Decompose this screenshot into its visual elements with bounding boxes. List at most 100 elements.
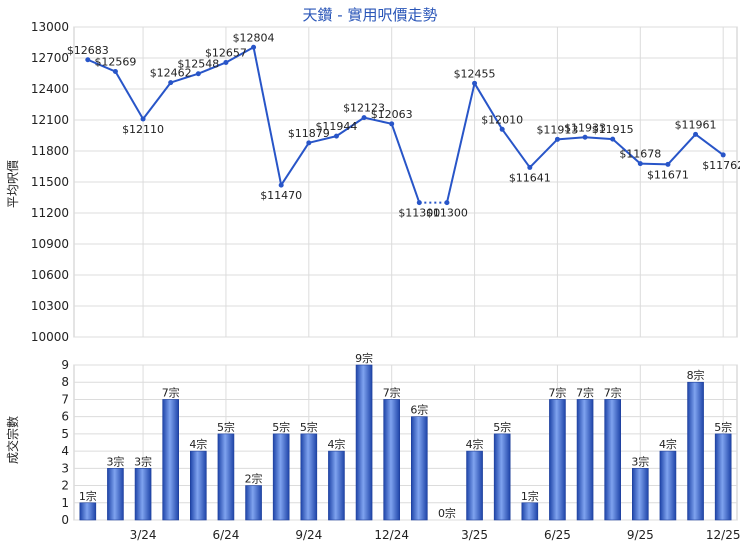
- bar: [217, 433, 235, 521]
- line-y-tick-label: 11500: [31, 175, 69, 189]
- bar-y-tick-label: 9: [61, 358, 69, 372]
- x-tick-label: 3/24: [130, 528, 157, 542]
- line-point: [333, 133, 339, 139]
- line-point: [168, 80, 174, 86]
- line-point: [195, 71, 201, 77]
- line-segment: [473, 82, 504, 130]
- bar: [632, 468, 649, 521]
- line-segment: [225, 46, 255, 64]
- line-data-label: $12683: [67, 44, 109, 57]
- line-data-label: $11944: [315, 120, 357, 133]
- line-point: [499, 126, 505, 132]
- bar-data-label: 4宗: [659, 437, 677, 451]
- line-point: [85, 57, 91, 63]
- line-point: [444, 200, 450, 206]
- bar-data-label: 7宗: [604, 385, 622, 399]
- bar-data-label: 5宗: [714, 420, 732, 434]
- line-segment: [87, 58, 116, 73]
- line-y-tick-label: 12700: [31, 51, 69, 65]
- line-point: [389, 121, 395, 127]
- line-point: [361, 115, 367, 121]
- line-segment: [640, 162, 668, 166]
- bar-data-label: 4宗: [466, 437, 484, 451]
- line-data-label: $12123: [343, 102, 385, 115]
- bar-data-label: 9宗: [355, 351, 373, 365]
- bar-y-tick-label: 6: [61, 410, 69, 424]
- x-tick-label: 6/25: [544, 528, 571, 542]
- bar: [576, 399, 594, 521]
- grid-layer: [73, 26, 738, 521]
- bar: [272, 433, 290, 521]
- bar: [300, 433, 318, 521]
- bar: [687, 381, 704, 521]
- line-data-label: $12110: [122, 123, 164, 136]
- line-point: [693, 131, 699, 137]
- bar: [466, 450, 483, 521]
- bar-data-label: 3宗: [106, 454, 124, 468]
- bar-data-label: 5宗: [217, 420, 235, 434]
- line-point: [665, 161, 671, 167]
- line-data-label: $11961: [675, 118, 717, 131]
- bar-y-tick-label: 7: [61, 392, 69, 406]
- line-y-tick-label: 12100: [31, 113, 69, 127]
- line-y-tick-label: 10300: [31, 299, 69, 313]
- marks-layer: [79, 44, 732, 521]
- line-point: [223, 59, 229, 65]
- bar: [79, 502, 97, 521]
- line-segment: [667, 133, 697, 166]
- line-segment: [694, 133, 724, 156]
- bar-y-tick-label: 5: [61, 427, 69, 441]
- line-segment: [142, 81, 172, 120]
- line-segment: [308, 135, 337, 144]
- bar-data-label: 3宗: [631, 454, 649, 468]
- line-data-label: $12010: [481, 113, 523, 126]
- bar: [190, 450, 207, 521]
- bar-data-label: 7宗: [162, 385, 180, 399]
- line-data-label: $12455: [454, 67, 496, 80]
- bar-data-label: 7宗: [576, 385, 594, 399]
- bar: [411, 416, 428, 521]
- line-point: [582, 134, 588, 140]
- line-data-label: $12548: [177, 58, 219, 71]
- x-tick-label: 12/24: [374, 528, 409, 542]
- bar-data-label: 3宗: [134, 454, 152, 468]
- line-segment: [197, 61, 227, 75]
- line-y-tick-label: 13000: [31, 20, 69, 34]
- line-data-label: $12063: [371, 108, 413, 121]
- bar-data-label: 0宗: [438, 506, 456, 520]
- bar-data-label: 8宗: [687, 368, 705, 382]
- bar: [714, 433, 732, 521]
- bar: [521, 502, 539, 521]
- x-tick-label: 9/25: [627, 528, 654, 542]
- line-segment: [557, 136, 586, 141]
- line-point: [527, 164, 533, 170]
- line-point: [112, 69, 118, 75]
- chart-title: 天鑽 - 實用呎價走勢: [302, 6, 438, 24]
- line-y-tick-label: 10900: [31, 237, 69, 251]
- line-data-label: $11762: [702, 159, 740, 172]
- line-point: [140, 116, 146, 122]
- bar: [162, 399, 179, 521]
- bar: [355, 364, 373, 521]
- line-segment: [529, 138, 559, 169]
- bar-y-tick-label: 8: [61, 375, 69, 389]
- line-data-label: $11879: [288, 127, 330, 140]
- bar: [493, 433, 511, 521]
- line-segment: [363, 116, 392, 125]
- labels-layer: 10000 10300 10600 10900 11200 11500 11800 12100…: [31, 20, 740, 542]
- line-segment: [252, 47, 283, 186]
- x-tick-label: 12/25: [706, 528, 740, 542]
- line-point: [251, 44, 257, 50]
- line-y-tick-label: 11200: [31, 206, 69, 220]
- bar: [604, 399, 621, 521]
- bar: [549, 399, 566, 521]
- bar-data-label: 4宗: [189, 437, 207, 451]
- line-data-label: $11913: [536, 123, 578, 136]
- line-point: [637, 161, 643, 167]
- line-point: [554, 136, 560, 142]
- bar: [328, 450, 345, 521]
- bar: [659, 450, 677, 521]
- bar: [245, 485, 262, 521]
